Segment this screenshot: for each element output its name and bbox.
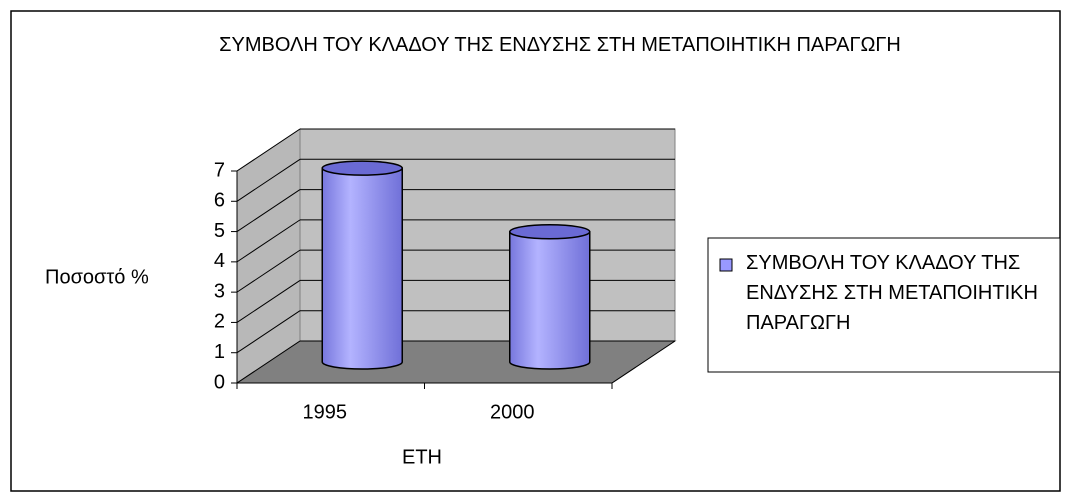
bar-top [509,224,591,240]
y-tick-label: 7 [214,159,225,181]
grid-line [236,340,301,384]
grid-line [236,219,301,263]
legend-swatch [719,258,733,272]
floor [235,340,677,384]
legend-box [707,237,1061,373]
y-tick-label: 5 [214,220,225,242]
y-tick-label: 0 [214,371,225,393]
y-tick-label: 6 [214,190,225,212]
grid-line [236,280,301,323]
x-tick-label: 2000 [490,401,535,423]
grid-line [236,158,301,202]
grid-line [236,249,301,293]
grid-line [236,310,301,354]
grid-line [236,128,301,172]
y-tick-label: 3 [214,280,225,302]
legend-label: ΣΥΜΒΟΛΗ ΤΟΥ ΚΛΑΔΟΥ ΤΗΣ ΕΝΔΥΣΗΣ ΣΤΗ ΜΕΤΑΠ… [746,252,1038,334]
x-tick-label: 1995 [303,401,348,423]
chart-title: ΣΥΜΒΟΛΗ ΤΟΥ ΚΛΑΔΟΥ ΤΗΣ ΕΝΔΥΣΗΣ ΣΤΗ ΜΕΤΑΠ… [219,34,901,56]
floor-edge [611,340,676,384]
y-tick-label: 1 [214,341,225,363]
bar-top [321,160,403,176]
bar [509,231,591,370]
grid-line [236,189,301,232]
y-tick-label: 4 [214,250,225,272]
y-axis-label: Ποσοστό % [45,266,149,288]
x-axis-label: ΕΤΗ [402,446,442,468]
bar [321,167,403,370]
y-tick-label: 2 [214,311,225,333]
